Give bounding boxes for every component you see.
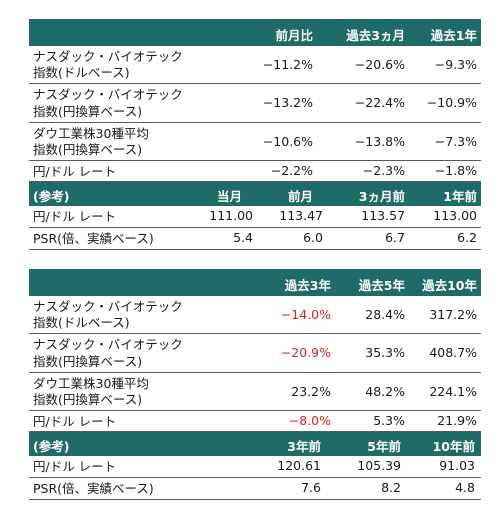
performance-table-short-term: 前月比 過去3ヵ月 過去1年 ナスダック・バイオテック 指数(ドルベース) −1… [29, 19, 481, 250]
value-cell: 113.00 [433, 208, 477, 223]
value-cell: 23.2% [291, 384, 331, 399]
value-cell: 6.2 [457, 230, 477, 245]
row-label: 円/ドル レート [33, 209, 117, 224]
row-label: 円/ドル レート [33, 414, 117, 429]
row-label-line2: 指数(ドルベース) [33, 65, 130, 80]
value-cell: 224.1% [429, 384, 477, 399]
table-header: 過去3年 過去5年 過去10年 [29, 269, 481, 296]
header-past-1-year: 過去1年 [430, 28, 477, 43]
value-cell: 111.00 [209, 208, 253, 223]
row-label: 円/ドル レート [33, 459, 117, 474]
row-label-line1: ダウ工業株30種平均 [33, 376, 149, 391]
value-cell: −10.6% [262, 134, 313, 149]
value-cell: 91.03 [439, 458, 475, 473]
header-past-5-years: 過去5年 [358, 278, 405, 293]
value-cell: 48.2% [365, 384, 405, 399]
table-row: ダウ工業株30種平均 指数(円換算ベース) −10.6% −13.8% −7.3… [29, 123, 481, 161]
performance-table-long-term: 過去3年 過去5年 過去10年 ナスダック・バイオテック 指数(ドルベース) −… [29, 269, 481, 500]
row-label-line1: ダウ工業株30種平均 [33, 126, 149, 141]
table-row: ナスダック・バイオテック 指数(円換算ベース) −13.2% −22.4% −1… [29, 84, 481, 123]
value-cell: −2.3% [362, 163, 405, 178]
header-current-month: 当月 [216, 189, 242, 204]
value-cell: −10.9% [426, 95, 477, 110]
table-header: 前月比 過去3ヵ月 過去1年 [29, 19, 481, 46]
header-10-years-ago: 10年前 [432, 439, 475, 454]
header-5-years-ago: 5年前 [367, 439, 401, 454]
row-label-line1: ナスダック・バイオテック [33, 337, 183, 352]
value-cell: 4.8 [455, 480, 475, 495]
row-label-line2: 指数(円換算ベース) [33, 104, 143, 119]
value-cell: −13.8% [354, 134, 405, 149]
header-past-3-months: 過去3ヵ月 [346, 28, 405, 43]
value-cell: 5.3% [373, 413, 405, 428]
table-row: ナスダック・バイオテック 指数(円換算ベース) −20.9% 35.3% 408… [29, 334, 481, 373]
row-label-line2: 指数(円換算ベース) [33, 392, 143, 407]
row-label-line1: ナスダック・バイオテック [33, 87, 183, 102]
table-row: 円/ドル レート 111.00 113.47 113.57 113.00 [29, 206, 481, 228]
value-cell: 35.3% [365, 345, 405, 360]
header-previous-month: 前月 [287, 189, 313, 204]
value-cell: 21.9% [437, 413, 477, 428]
value-cell: 7.6 [301, 480, 321, 495]
value-cell-negative: −14.0% [280, 307, 331, 322]
table-row: ナスダック・バイオテック 指数(ドルベース) −11.2% −20.6% −9.… [29, 46, 481, 84]
value-cell: −13.2% [262, 95, 313, 110]
value-cell: −2.2% [270, 163, 313, 178]
table-row: 円/ドル レート 120.61 105.39 91.03 [29, 456, 481, 478]
value-cell: 6.7 [385, 230, 405, 245]
value-cell: −9.3% [434, 57, 477, 72]
value-cell: 105.39 [357, 458, 401, 473]
row-label-line1: ナスダック・バイオテック [33, 49, 183, 64]
row-label: 円/ドル レート [33, 164, 117, 179]
header-past-3-years: 過去3年 [284, 278, 331, 293]
table-row: PSR(倍、実績ベース) 7.6 8.2 4.8 [29, 478, 481, 500]
header-past-10-years: 過去10年 [422, 278, 477, 293]
value-cell: −11.2% [262, 57, 313, 72]
row-label-line2: 指数(円換算ベース) [33, 142, 143, 157]
table-row: ナスダック・バイオテック 指数(ドルベース) −14.0% 28.4% 317.… [29, 296, 481, 334]
reference-header: (参考) 3年前 5年前 10年前 [29, 432, 481, 456]
value-cell: −22.4% [354, 95, 405, 110]
reference-label: (参考) [33, 439, 70, 454]
row-label-line1: ナスダック・バイオテック [33, 299, 183, 314]
header-month-over-month: 前月比 [275, 28, 313, 43]
header-3-years-ago: 3年前 [287, 439, 321, 454]
value-cell: 5.4 [233, 230, 253, 245]
value-cell: −20.6% [354, 57, 405, 72]
value-cell: 6.0 [303, 230, 323, 245]
table-row: ダウ工業株30種平均 指数(円換算ベース) 23.2% 48.2% 224.1% [29, 373, 481, 411]
row-label: PSR(倍、実績ベース) [33, 481, 154, 496]
row-label-line2: 指数(ドルベース) [33, 315, 130, 330]
row-label-line2: 指数(円換算ベース) [33, 354, 143, 369]
value-cell: −1.8% [434, 163, 477, 178]
value-cell: 28.4% [365, 307, 405, 322]
value-cell-negative: −8.0% [288, 413, 331, 428]
header-1-year-ago: 1年前 [443, 189, 477, 204]
reference-label: (参考) [33, 189, 70, 204]
header-3-months-ago: 3ヵ月前 [358, 189, 405, 204]
value-cell-negative: −20.9% [280, 345, 331, 360]
table-row: PSR(倍、実績ベース) 5.4 6.0 6.7 6.2 [29, 228, 481, 250]
table-row: 円/ドル レート −2.2% −2.3% −1.8% [29, 161, 481, 182]
value-cell: 120.61 [277, 458, 321, 473]
value-cell: 317.2% [429, 307, 477, 322]
row-label: PSR(倍、実績ベース) [33, 231, 154, 246]
reference-header: (参考) 当月 前月 3ヵ月前 1年前 [29, 182, 481, 206]
table-row: 円/ドル レート −8.0% 5.3% 21.9% [29, 411, 481, 432]
value-cell: 408.7% [429, 345, 477, 360]
value-cell: 8.2 [381, 480, 401, 495]
value-cell: 113.57 [361, 208, 405, 223]
value-cell: −7.3% [434, 134, 477, 149]
value-cell: 113.47 [279, 208, 323, 223]
